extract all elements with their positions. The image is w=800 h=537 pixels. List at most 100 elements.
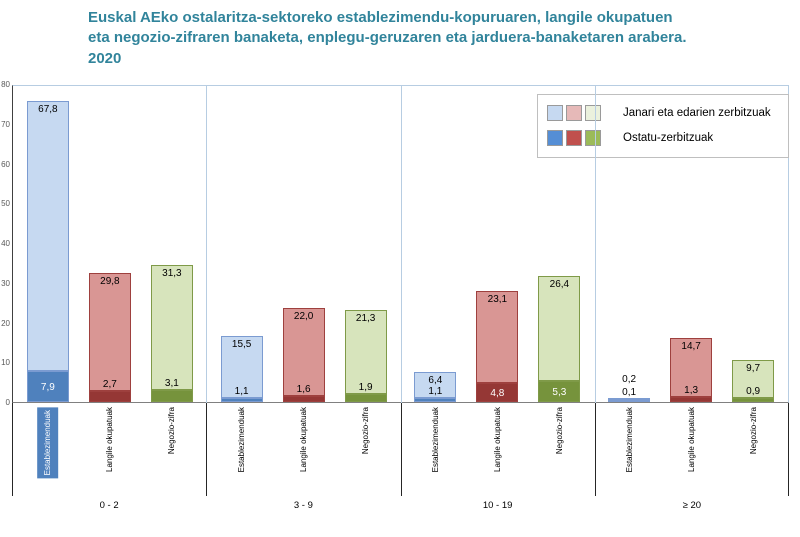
bar-value-label: 1,6	[296, 383, 311, 395]
bar: 26,4 5,3	[538, 86, 581, 402]
bar-group: 6,4 1,1 23,1 4,8 26,4 5,3	[401, 86, 595, 402]
legend-swatches-ostatu	[547, 130, 601, 146]
bar: 67,8 7,9	[26, 86, 69, 402]
legend-swatches-janari	[547, 105, 601, 121]
bar-value-label: 0,9	[746, 386, 761, 398]
bar-segment-janari	[282, 308, 325, 396]
bar-segment-ostatu	[88, 391, 131, 402]
bar-value-label: 29,8	[100, 275, 120, 287]
bar-group: 0,2 0,1 14,7 1,3 9,7 0,9	[594, 86, 788, 402]
group-separator	[594, 85, 596, 403]
axis-divider	[788, 403, 789, 496]
bar-value-label: 22,0	[293, 311, 314, 323]
bar-value-label: 15,5	[231, 339, 252, 351]
plot-area: 67,8 7,9 29,8 2,7 31,3 3,1 15,5 1,1 22,0 1,6 21,3 1…	[12, 85, 789, 403]
x-axis-label-slot: Negozio-zifra	[150, 407, 192, 478]
bar-segment-janari	[732, 359, 775, 399]
x-axis-label-slot: Establezimenduak	[26, 407, 68, 479]
bar-value-label: 26,4	[549, 279, 570, 290]
bar-segment-ostatu	[26, 370, 69, 402]
y-tick-label: 80	[1, 80, 10, 89]
bar-value-label: 1,9	[358, 382, 373, 394]
bar: 21,3 1,9	[344, 86, 387, 402]
group-labels: 0 - 2 3 - 9 10 - 19 ≥ 20	[12, 500, 789, 511]
group-separator	[206, 85, 208, 403]
bar-group: 67,8 7,9 29,8 2,7 31,3 3,1	[13, 86, 207, 402]
legend-row-ostatu: Ostatu-zerbitzuak	[547, 130, 779, 146]
bar: 6,4 1,1	[414, 86, 457, 402]
y-tick-label: 50	[1, 199, 10, 209]
x-label-group: Establezimenduak Langile okupatuak Negozio…	[12, 407, 206, 479]
group-label: 3 - 9	[293, 500, 313, 511]
group-label: 10 - 19	[482, 500, 513, 511]
bar-value-label: 14,7	[681, 341, 701, 353]
x-axis-label-slot: Negozio-zifra	[733, 407, 775, 478]
bar-segment-janari	[150, 265, 193, 390]
legend-swatch	[566, 130, 582, 146]
bar: 31,3 3,1	[150, 86, 193, 402]
bar-segment-ostatu	[344, 394, 387, 402]
y-tick-label: 60	[1, 159, 10, 169]
bar-segment-ostatu	[282, 395, 325, 402]
y-tick-label: 10	[1, 358, 10, 368]
axis-divider	[206, 403, 208, 496]
bar-segment-janari	[608, 398, 651, 400]
x-axis-label: Establezimenduak	[625, 407, 635, 473]
bar-value-label: 1,3	[684, 384, 699, 396]
bar-value-label: 6,4	[428, 375, 443, 387]
axis-divider	[12, 403, 13, 496]
chart-title: Euskal AEko ostalaritza-sektoreko establ…	[88, 9, 687, 67]
y-tick-label: 30	[1, 278, 10, 288]
legend-label-janari: Janari eta edarien zerbitzuak	[623, 107, 771, 119]
bar-segment-janari	[476, 291, 519, 383]
group-label: ≥ 20	[682, 500, 702, 511]
x-label-group: Establezimenduak Langile okupatuak Negozio…	[206, 407, 400, 478]
bar-segment-janari	[344, 309, 387, 395]
x-axis-label: Establezimenduak	[236, 407, 246, 473]
x-axis-label: Langile okupatuak	[298, 407, 308, 472]
x-axis-label: Negozio-zifra	[360, 407, 370, 455]
bar-value-label: 21,3	[355, 312, 376, 324]
x-axis-label-slot: Langile okupatuak	[88, 407, 130, 478]
legend-row-janari: Janari eta edarien zerbitzuak	[547, 105, 779, 121]
x-axis-label-slot: Langile okupatuak	[477, 407, 519, 478]
bar-value-label: 4,8	[490, 388, 505, 400]
bar-groups: 67,8 7,9 29,8 2,7 31,3 3,1 15,5 1,1 22,0 1,6 21,3 1…	[13, 86, 788, 402]
x-axis-label-slot: Negozio-zifra	[539, 407, 581, 478]
axis-divider	[594, 403, 596, 496]
x-label-group: Establezimenduak Langile okupatuak Negozio…	[401, 407, 595, 478]
x-axis-label: Establezimenduak	[36, 407, 58, 479]
bar-value-label: 3,1	[164, 377, 179, 389]
bar-value-label: 9,7	[746, 362, 761, 374]
group-separator	[400, 85, 402, 403]
legend-swatch	[585, 130, 601, 146]
bar-value-label: 7,9	[40, 382, 55, 394]
x-axis-label-slot: Langile okupatuak	[671, 407, 713, 478]
x-axis-label: Langile okupatuak	[104, 407, 114, 472]
x-axis-label-slot: Establezimenduak	[415, 407, 457, 478]
bar-value-label: 5,3	[552, 387, 567, 399]
bar: 23,1 4,8	[476, 86, 519, 402]
bar: 0,2 0,1	[608, 86, 651, 402]
x-axis-label: Establezimenduak	[431, 407, 441, 473]
y-axis: 0 10 20 30 40 50 60 70 80	[0, 0, 12, 420]
bar: 9,7 0,9	[732, 86, 775, 402]
x-axis-label: Negozio-zifra	[749, 407, 759, 455]
bar-value-label: 67,8	[38, 104, 58, 116]
bar-segment-ostatu	[220, 397, 263, 402]
bar-segment-janari	[220, 336, 263, 398]
bar-value-label: 1,1	[428, 385, 443, 397]
bar-segment-janari	[88, 272, 131, 392]
x-axis-label: Negozio-zifra	[555, 407, 565, 455]
bar-segment-ostatu	[670, 396, 713, 402]
x-axis-label: Langile okupatuak	[493, 407, 503, 472]
x-axis-label: Negozio-zifra	[166, 407, 176, 455]
group-label: 0 - 2	[99, 500, 119, 511]
bar: 15,5 1,1	[220, 86, 263, 402]
bar-segment-janari	[414, 372, 457, 398]
bar-segment-ostatu	[476, 382, 519, 402]
y-tick-label: 40	[1, 239, 10, 248]
bar-value-label: 1,1	[234, 385, 249, 397]
bar-segment-janari	[538, 276, 581, 381]
